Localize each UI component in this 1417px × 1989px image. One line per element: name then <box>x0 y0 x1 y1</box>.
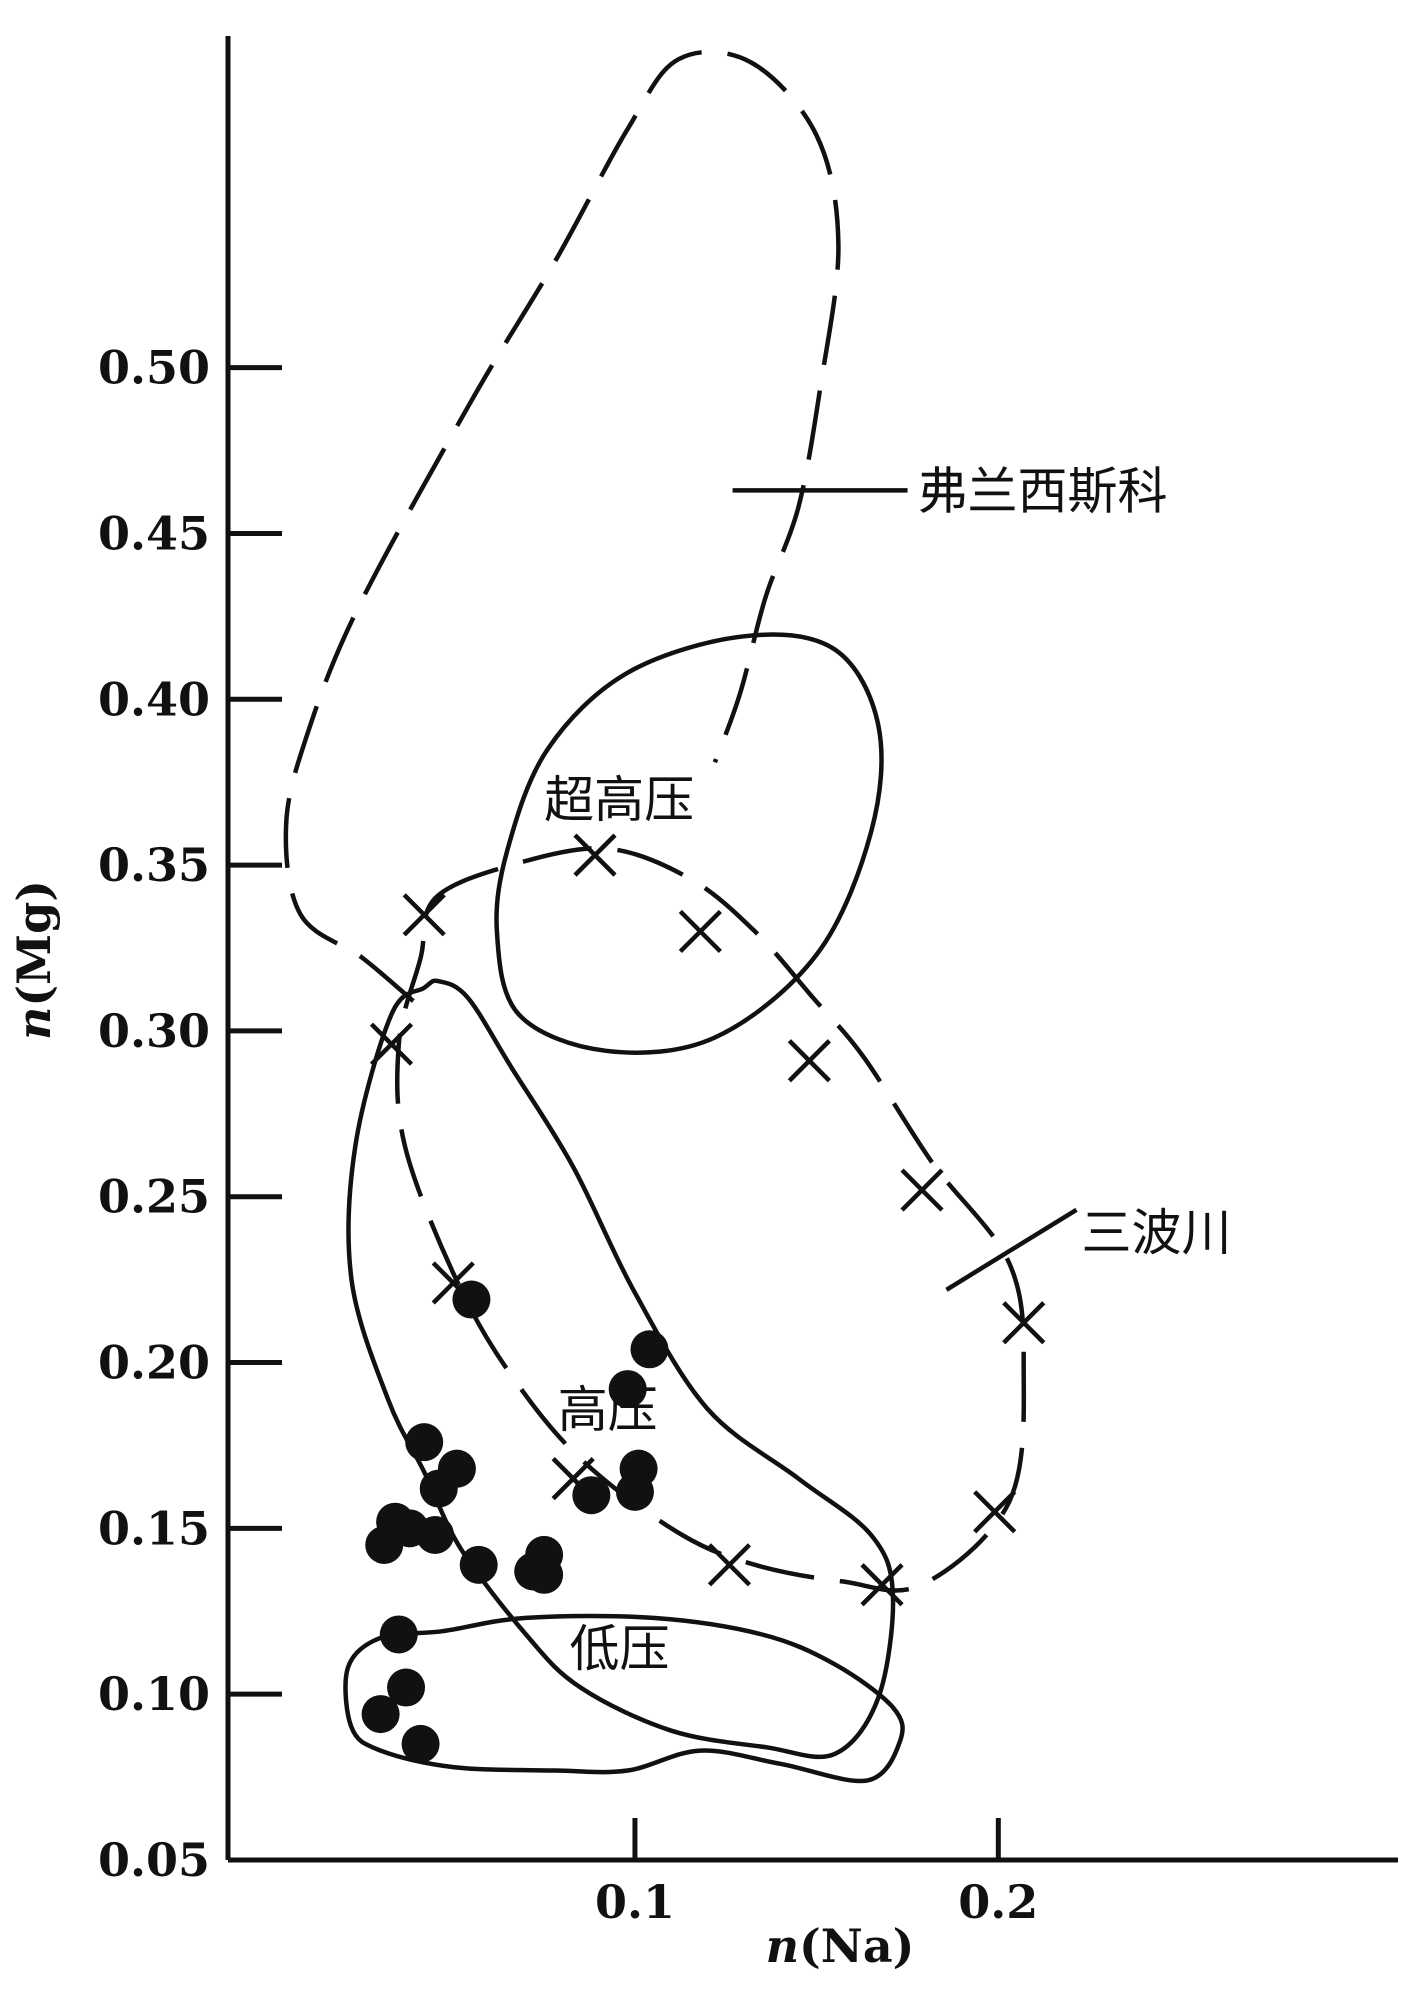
cross-stroke <box>707 1543 752 1587</box>
dot-marker <box>459 1545 498 1584</box>
x-axis-label: n(Na) <box>766 1919 915 1973</box>
cross-stroke <box>573 833 617 877</box>
cross-stroke <box>551 1457 595 1501</box>
dot-marker <box>361 1695 400 1734</box>
field-outline-低压 <box>343 1613 905 1784</box>
cross-marker <box>900 1168 944 1212</box>
cross-marker <box>1002 1301 1046 1345</box>
y-tick-label: 0.20 <box>98 1336 210 1390</box>
cross-marker <box>973 1490 1017 1534</box>
y-tick-label: 0.40 <box>98 672 210 726</box>
data-markers <box>361 833 1046 1763</box>
cross-stroke <box>431 1261 475 1305</box>
cross-stroke <box>900 1168 944 1212</box>
dot-marker <box>630 1330 669 1369</box>
y-tick-label: 0.15 <box>98 1501 210 1555</box>
cross-marker <box>431 1261 475 1305</box>
cross-marker <box>369 1022 414 1066</box>
cross-marker <box>678 909 722 954</box>
dot-marker <box>401 1724 440 1763</box>
pointer-三波川 <box>945 1207 1078 1292</box>
dot-marker <box>615 1472 654 1511</box>
dot-marker <box>379 1615 418 1654</box>
dot-marker <box>405 1423 444 1462</box>
field-outline-三波川 <box>394 845 1027 1593</box>
cross-marker <box>707 1543 752 1587</box>
y-tick-label: 0.50 <box>98 341 210 395</box>
cross-stroke <box>973 1490 1017 1534</box>
region-label-弗兰西斯科: 弗兰西斯科 <box>918 462 1168 520</box>
dot-marker <box>525 1555 564 1594</box>
cross-marker <box>860 1563 904 1607</box>
y-tick-label: 0.45 <box>98 506 210 560</box>
label-pointers <box>732 488 1078 1292</box>
axes <box>225 36 1398 1863</box>
field-outlines <box>283 49 1027 1784</box>
x-axis-ticks: 0.1 0.2 <box>595 1818 1038 1929</box>
dot-marker <box>416 1515 455 1554</box>
cross-marker <box>573 833 617 877</box>
field-outline-超高压 <box>494 632 884 1055</box>
dot-marker <box>419 1469 458 1508</box>
cross-stroke <box>1002 1301 1046 1345</box>
dot-marker <box>365 1525 404 1564</box>
cross-stroke <box>678 909 722 954</box>
x-tick-label: 0.1 <box>595 1875 675 1929</box>
cross-marker <box>787 1039 831 1083</box>
y-tick-label: 0.30 <box>98 1004 210 1058</box>
region-label-超高压: 超高压 <box>544 771 694 829</box>
region-label-低压: 低压 <box>570 1620 670 1678</box>
y-tick-label: 0.25 <box>98 1170 210 1224</box>
y-axis-label: n(Mg) <box>7 880 61 1040</box>
region-label-三波川: 三波川 <box>1081 1204 1231 1262</box>
cross-marker <box>551 1457 595 1501</box>
dot-marker <box>608 1370 647 1409</box>
dot-marker <box>387 1668 426 1707</box>
cross-stroke <box>369 1022 414 1066</box>
y-tick-label: 0.35 <box>98 838 210 892</box>
y-tick-label: 0.10 <box>98 1667 210 1721</box>
cross-stroke <box>787 1039 831 1083</box>
cross-stroke <box>860 1563 904 1607</box>
cross-stroke <box>402 893 446 937</box>
field-outline-弗兰西斯科 <box>283 49 841 1003</box>
field-outline-高压 <box>346 978 896 1760</box>
y-tick-label: 0.05 <box>98 1833 210 1887</box>
y-axis-ticks: 0.05 0.10 0.15 0.20 0.25 0.30 0.35 0.40 0.45 0.50 <box>98 341 282 1887</box>
x-tick-label: 0.2 <box>958 1875 1038 1929</box>
cross-marker <box>402 893 446 937</box>
